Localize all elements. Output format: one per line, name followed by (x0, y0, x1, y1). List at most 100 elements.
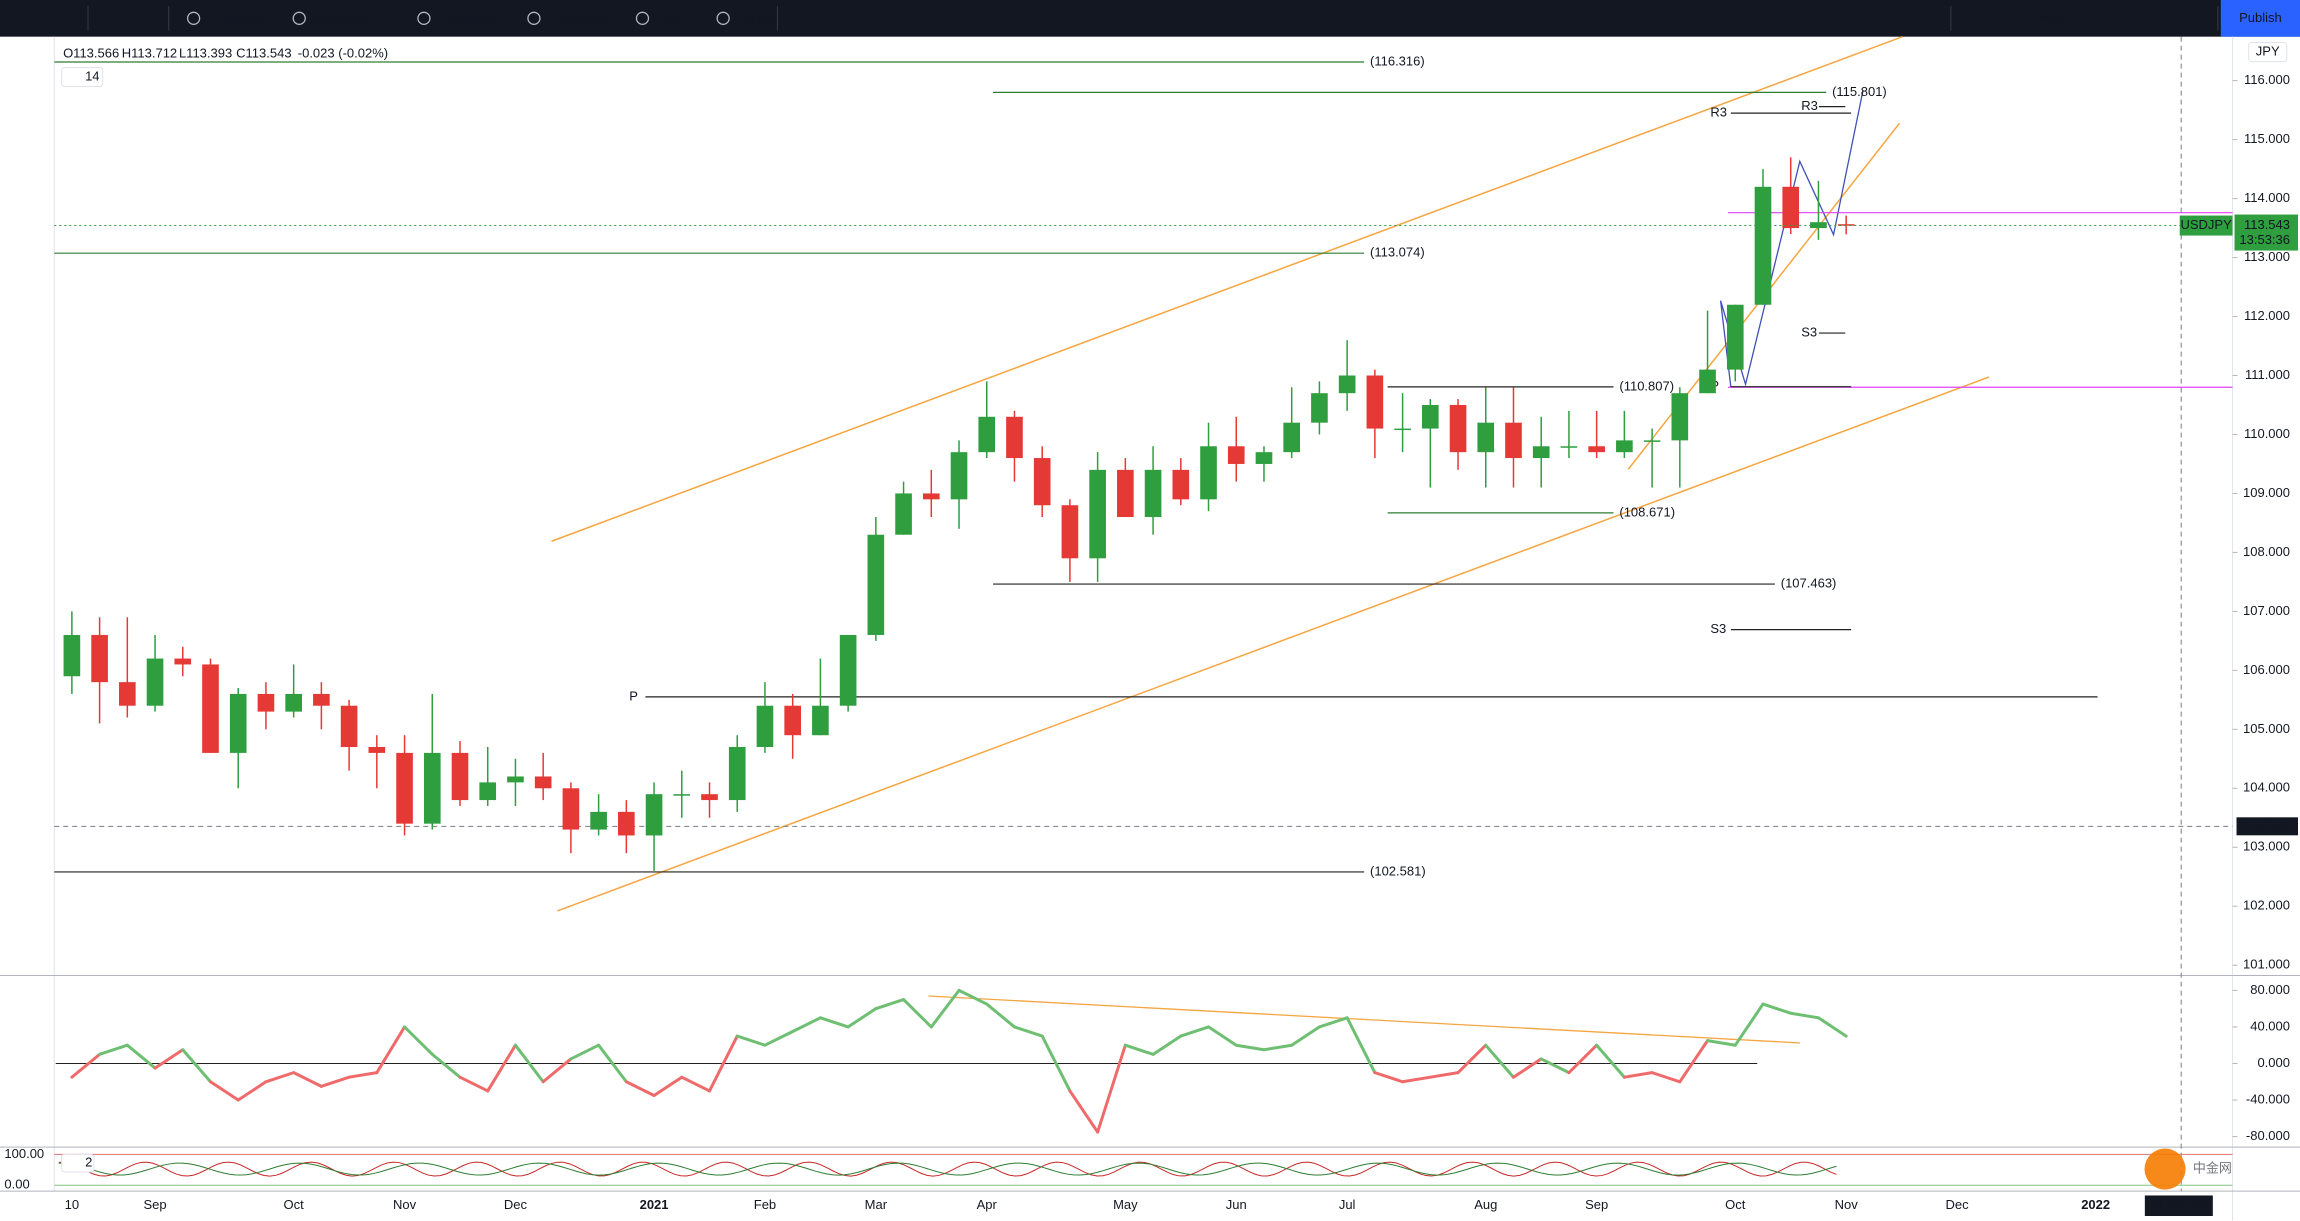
candle-body (950, 452, 968, 500)
oscillator-segment (929, 988, 961, 1029)
toolbar-button[interactable]: Replay (733, 10, 774, 25)
oscillator-segment (375, 1025, 407, 1075)
x-tick-label: Mar (865, 1197, 888, 1212)
indicator-legend[interactable]: 14 (85, 68, 99, 83)
candle-body (1089, 469, 1106, 559)
toolbar-button[interactable]: Compare (210, 10, 263, 25)
oscillator-segment (513, 1043, 545, 1084)
y-tick-label: 107.000 (2243, 603, 2290, 618)
currency-box[interactable] (2248, 42, 2288, 63)
oscillator-segment (735, 1034, 767, 1047)
toolbar-button[interactable]: Indicators (311, 10, 368, 25)
stoch-line (58, 1162, 1837, 1176)
candle-body (618, 811, 635, 836)
oscillator-segment (1511, 1057, 1543, 1079)
x-tick-label: 2022 (2081, 1197, 2110, 1212)
candle-body (1532, 446, 1550, 459)
candle-body (867, 534, 885, 635)
candle-body (1394, 428, 1411, 431)
oscillator-segment (1706, 1039, 1737, 1047)
pane-legend[interactable]: 2 (85, 1155, 92, 1170)
x-tick-label: Oct (1725, 1197, 1746, 1212)
oscillator-segment (1789, 1011, 1820, 1020)
oscillator-segment (1207, 1025, 1238, 1047)
symbol-tag (2179, 215, 2233, 236)
oscillator-segment (680, 1075, 712, 1093)
oscillator-segment (624, 1080, 656, 1097)
oscillator-segment (1068, 1089, 1100, 1134)
symbol-button[interactable]: USDJPY (9, 10, 61, 25)
y-tick-label: 80.000 (2250, 982, 2290, 997)
oscillator-segment (1096, 1043, 1127, 1134)
x-tick-label: Dec (1945, 1197, 1969, 1212)
x-tick-label: Sep (143, 1197, 166, 1212)
candle-body (562, 788, 580, 830)
toolbar-button[interactable]: Financials (439, 10, 498, 25)
candle-body (645, 794, 663, 836)
trend-line (551, 35, 1903, 542)
x-tick-label: May (1113, 1197, 1138, 1212)
level-label: (116.316) (1370, 53, 1425, 68)
toolbar-icon (417, 11, 431, 25)
level-label: (102.581) (1370, 863, 1426, 878)
oscillator-segment (292, 1071, 323, 1088)
layout-button[interactable]: EwaveD (2029, 10, 2077, 25)
interval-button[interactable]: D (113, 10, 122, 25)
candle-body (1117, 469, 1134, 518)
toolbar-button[interactable]: Alert (657, 10, 684, 25)
level-label: (115.801) (1832, 84, 1887, 99)
candle-body (313, 693, 330, 706)
y-tick-label: 103.000 (2243, 839, 2290, 854)
oscillator-segment (1622, 1071, 1654, 1079)
indicator-legend-box[interactable] (61, 66, 104, 88)
oscillator-segment (1539, 1057, 1571, 1075)
oscillator-segment (1401, 1075, 1432, 1084)
candle-body (812, 705, 829, 736)
oscillator-segment (1678, 1039, 1710, 1084)
oscillator-segment (763, 1030, 795, 1047)
candle-body (534, 776, 552, 789)
pivot-label: S3 (1801, 324, 1817, 339)
oscillator-segment (652, 1075, 684, 1097)
publish-button-bg[interactable] (2220, 0, 2300, 37)
oscillator-segment (1040, 1034, 1072, 1093)
y-tick-label: 106.000 (2243, 662, 2290, 677)
oscillator-segment (1151, 1034, 1183, 1056)
y-tick-label: 104.000 (2243, 780, 2290, 795)
candle-body (202, 664, 219, 753)
candle-body (174, 658, 192, 665)
y-tick-label: 109.000 (2243, 485, 2290, 500)
oscillator-segment (1428, 1071, 1460, 1079)
toolbar-icon (527, 11, 541, 25)
candle-body (479, 782, 497, 801)
currency-label[interactable]: JPY (2256, 44, 2280, 59)
y-tick-label: 113.000 (2244, 249, 2290, 264)
pivot-label: P (629, 688, 638, 703)
y-tick-label: -80.000 (2246, 1128, 2290, 1143)
oscillator-segment (597, 1043, 628, 1084)
y-tick-label: 0.000 (2257, 1055, 2290, 1070)
level-label: (110.807) (1619, 378, 1674, 393)
y-tick-label: 114.000 (2244, 190, 2290, 205)
candle-body (1006, 416, 1023, 459)
oscillator-segment (818, 1016, 850, 1029)
publish-button[interactable]: Publish (2239, 10, 2282, 25)
candle-body (396, 752, 413, 824)
candle-body (756, 705, 774, 748)
oscillator-segment (1733, 1002, 1765, 1047)
pane-legend-box[interactable] (61, 1153, 95, 1173)
level-label: (113.074) (1370, 245, 1425, 260)
y-tick-label: 111.000 (2245, 367, 2290, 382)
oscillator-segment (1761, 1002, 1793, 1015)
candle-body (257, 693, 275, 712)
candle-body (1255, 452, 1273, 464)
oscillator-segment (1816, 1016, 1848, 1038)
x-tick-label: Nov (1835, 1197, 1859, 1212)
ohlc-value: L113.393 (179, 46, 232, 61)
ohlc-value: O113.566 (63, 46, 119, 61)
y-tick-label: 115.000 (2244, 131, 2290, 146)
oscillator-segment (430, 1052, 462, 1079)
toolbar-button[interactable]: Templates (547, 10, 607, 25)
